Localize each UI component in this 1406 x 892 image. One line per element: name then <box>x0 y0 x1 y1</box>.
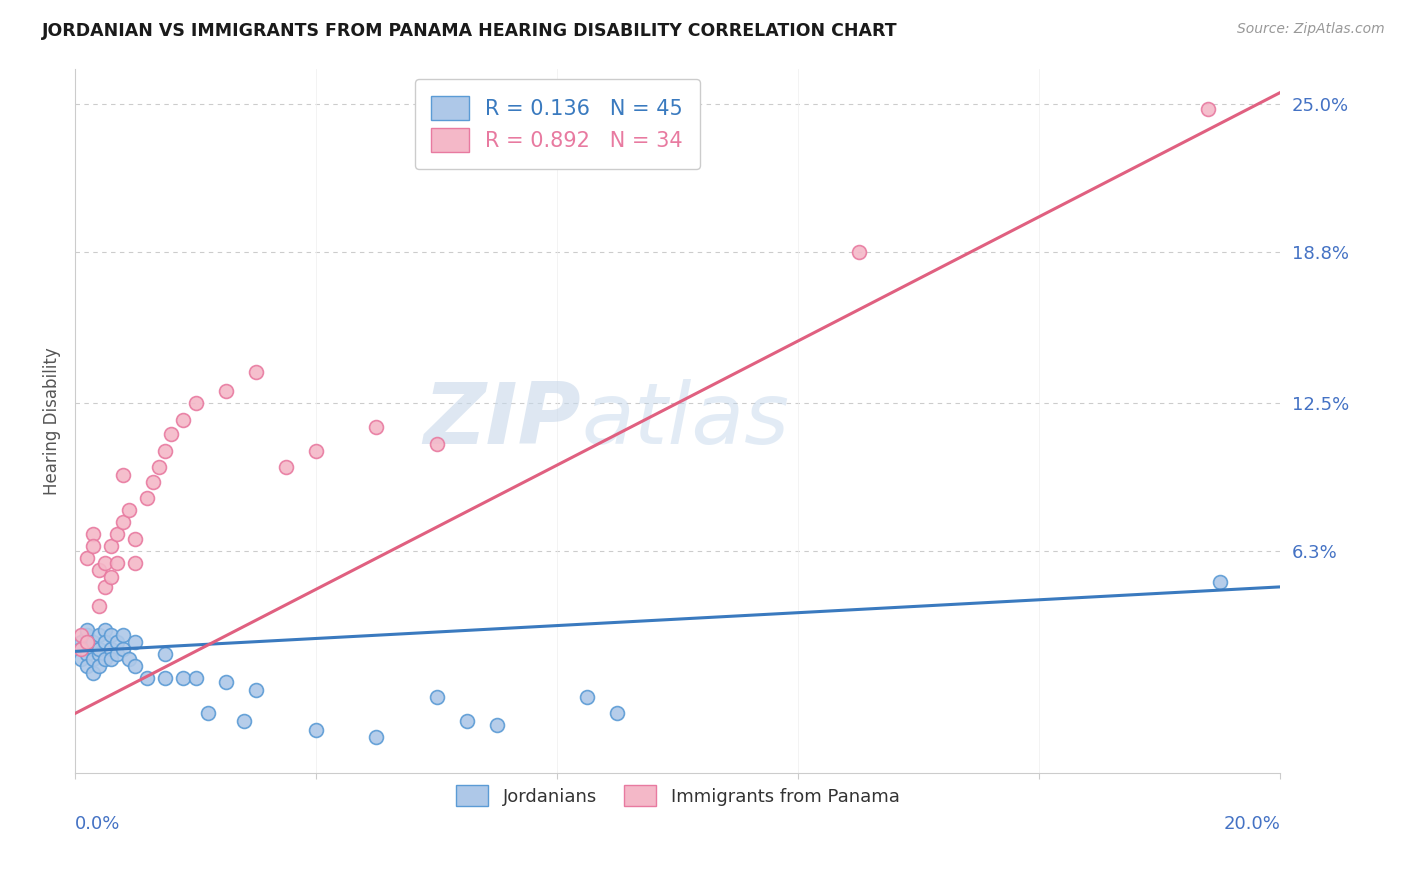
Legend: Jordanians, Immigrants from Panama: Jordanians, Immigrants from Panama <box>449 778 907 814</box>
Point <box>82 665 104 680</box>
Y-axis label: Hearing Disability: Hearing Disability <box>44 347 60 495</box>
Point <box>124 556 146 570</box>
Point <box>105 556 128 570</box>
Point <box>70 635 93 649</box>
Point <box>124 658 146 673</box>
Point <box>76 627 98 641</box>
Point <box>82 527 104 541</box>
Point <box>76 551 98 566</box>
Point <box>456 714 478 728</box>
Point <box>124 532 146 546</box>
Point <box>118 503 141 517</box>
Point <box>155 671 177 685</box>
Point <box>124 635 146 649</box>
Point <box>100 539 122 553</box>
Point <box>848 245 870 260</box>
Point <box>426 436 449 450</box>
Point <box>155 443 177 458</box>
Point <box>70 651 93 665</box>
Point <box>305 723 328 738</box>
Point <box>184 396 207 410</box>
Point <box>1197 102 1219 116</box>
Point <box>142 475 165 489</box>
Point <box>112 627 135 641</box>
Point <box>366 420 388 434</box>
Text: JORDANIAN VS IMMIGRANTS FROM PANAMA HEARING DISABILITY CORRELATION CHART: JORDANIAN VS IMMIGRANTS FROM PANAMA HEAR… <box>42 22 898 40</box>
Point <box>70 642 93 657</box>
Point <box>112 642 135 657</box>
Point <box>305 443 328 458</box>
Point <box>485 718 508 732</box>
Point <box>100 570 122 584</box>
Point <box>136 491 159 506</box>
Point <box>112 467 135 482</box>
Point <box>426 690 449 704</box>
Point <box>76 658 98 673</box>
Point <box>87 658 110 673</box>
Point <box>94 580 117 594</box>
Text: 0.0%: 0.0% <box>75 815 121 833</box>
Point <box>105 635 128 649</box>
Point <box>105 647 128 661</box>
Point <box>155 647 177 661</box>
Point <box>232 714 254 728</box>
Point <box>87 647 110 661</box>
Point <box>215 675 238 690</box>
Point <box>245 682 267 697</box>
Point <box>112 516 135 530</box>
Point <box>76 623 98 637</box>
Point <box>70 627 93 641</box>
Point <box>118 651 141 665</box>
Point <box>215 384 238 398</box>
Point <box>87 563 110 577</box>
Point <box>148 460 170 475</box>
Point <box>160 427 183 442</box>
Point <box>94 635 117 649</box>
Text: ZIP: ZIP <box>423 379 581 462</box>
Point <box>100 627 122 641</box>
Point <box>184 671 207 685</box>
Text: atlas: atlas <box>581 379 789 462</box>
Point <box>274 460 297 475</box>
Point <box>82 635 104 649</box>
Point <box>87 642 110 657</box>
Point <box>606 706 628 721</box>
Point <box>173 412 195 426</box>
Point <box>94 623 117 637</box>
Point <box>173 671 195 685</box>
Point <box>87 599 110 613</box>
Point <box>82 642 104 657</box>
Point <box>70 642 93 657</box>
Point <box>136 671 159 685</box>
Point <box>87 627 110 641</box>
Point <box>197 706 219 721</box>
Point <box>576 690 599 704</box>
Point <box>76 635 98 649</box>
Text: Source: ZipAtlas.com: Source: ZipAtlas.com <box>1237 22 1385 37</box>
Point <box>94 556 117 570</box>
Point <box>94 651 117 665</box>
Text: 20.0%: 20.0% <box>1223 815 1281 833</box>
Point <box>82 539 104 553</box>
Point <box>366 731 388 745</box>
Point <box>105 527 128 541</box>
Point <box>82 651 104 665</box>
Point <box>76 647 98 661</box>
Point <box>245 365 267 379</box>
Point <box>1209 575 1232 590</box>
Point <box>100 651 122 665</box>
Point <box>100 642 122 657</box>
